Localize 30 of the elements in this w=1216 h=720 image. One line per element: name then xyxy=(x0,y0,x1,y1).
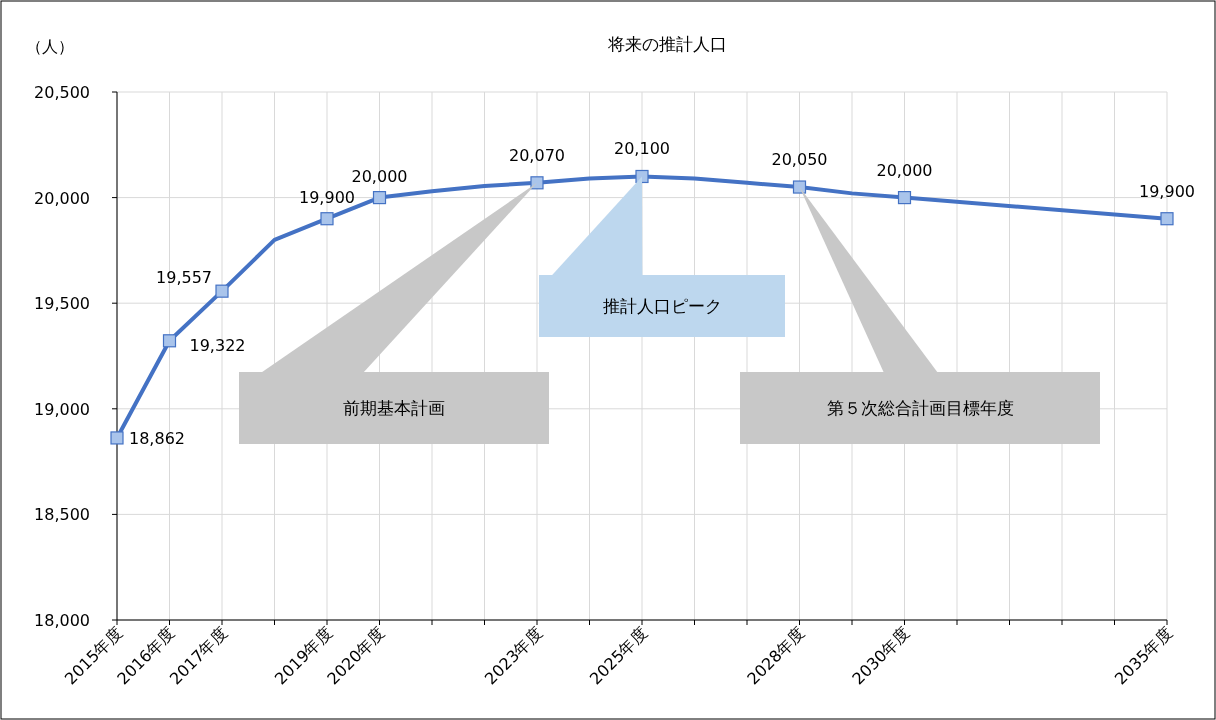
point xyxy=(162,334,177,348)
data-label: 20,050 xyxy=(771,150,828,170)
y-tick-label: 20,500 xyxy=(34,83,90,102)
point xyxy=(530,176,544,190)
data-label: 19,900 xyxy=(1139,181,1195,201)
y-tick-label: 18,000 xyxy=(34,611,90,630)
data-label: 19,322 xyxy=(189,335,246,355)
y-tick-label: 19,500 xyxy=(34,294,90,314)
point xyxy=(1160,212,1174,226)
annotation: 推計人口ピーク xyxy=(602,296,722,316)
data-label: 19,557 xyxy=(156,268,212,288)
data-label: 20,000 xyxy=(876,160,933,180)
data-label: 18,862 xyxy=(129,428,185,448)
data-label: 20,070 xyxy=(509,145,565,165)
y-tick-label: 20,000 xyxy=(34,188,90,208)
chart-title: 将来の推計人口 xyxy=(606,34,727,54)
annotation: 前期基本計画 xyxy=(343,398,445,418)
y-tick-label: 19,000 xyxy=(34,399,90,419)
y-axis-title: （人） xyxy=(26,37,74,56)
point xyxy=(372,191,387,205)
point xyxy=(897,191,912,205)
point xyxy=(110,431,124,445)
annotation: 第５次総合計画目標年度 xyxy=(826,398,1014,418)
point xyxy=(320,212,334,226)
data-label: 20,100 xyxy=(614,139,670,159)
y-tick-label: 18,500 xyxy=(34,505,90,525)
data-label: 19,900 xyxy=(299,187,355,207)
point xyxy=(792,180,807,194)
data-label: 20,000 xyxy=(351,166,408,186)
point xyxy=(215,284,229,298)
